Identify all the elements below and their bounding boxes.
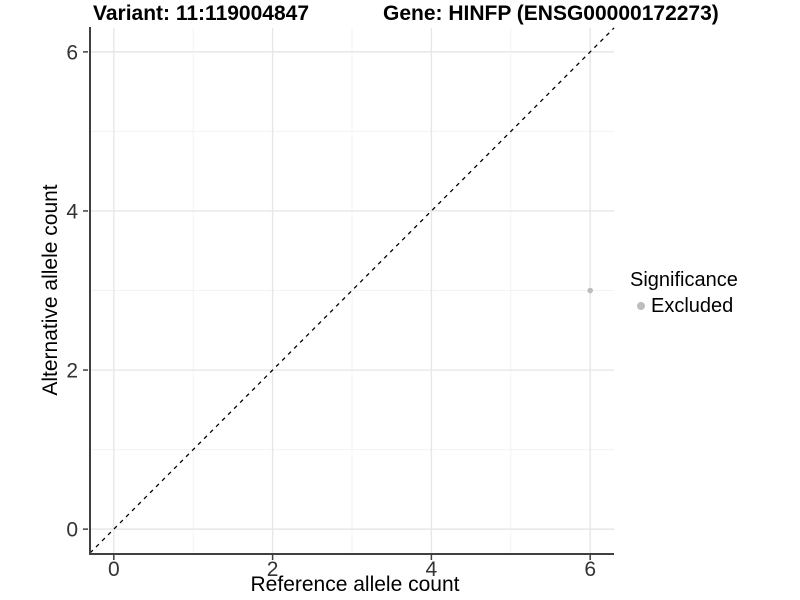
legend-item-label: Excluded [651,295,734,317]
legend-item-excluded: Excluded [630,294,738,318]
legend-title: Significance [630,269,738,291]
x-tick-label: 6 [584,558,596,581]
x-tick-label: 4 [426,558,438,581]
legend-key-dot-icon [637,302,645,310]
legend: Significance Excluded [630,268,738,318]
y-axis-title: Alternative allele count [39,184,62,396]
data-point [587,287,593,294]
y-tick-label: 0 [66,519,78,542]
x-tick-label: 2 [267,558,279,581]
x-tick-label: 0 [108,558,120,581]
gene-title: Gene: HINFP (ENSG00000172273) [383,2,719,25]
y-tick-label: 2 [66,360,78,383]
variant-title: Variant: 11:119004847 [93,2,310,25]
x-axis-title: Reference allele count [250,573,460,596]
y-tick-label: 4 [66,200,78,223]
y-tick-label: 6 [66,41,78,64]
